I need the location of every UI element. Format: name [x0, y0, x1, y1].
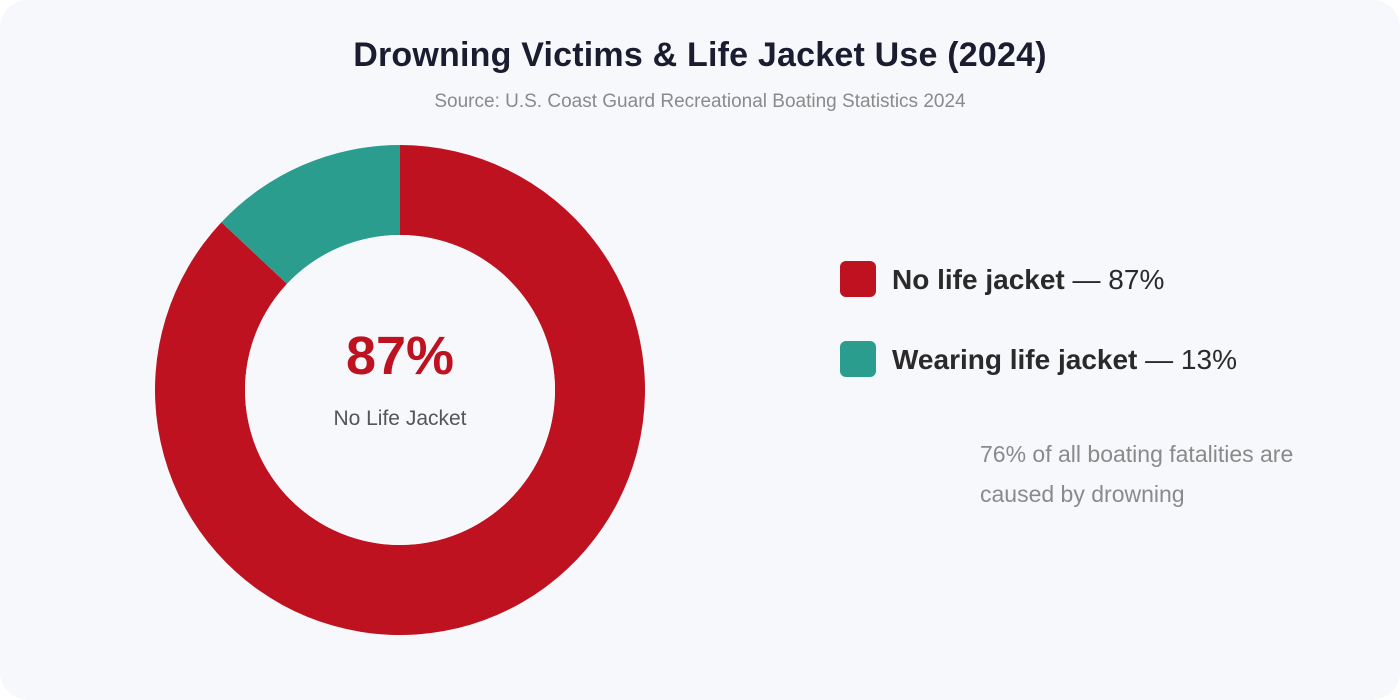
legend-label: No life jacket — [892, 264, 1065, 295]
donut-slice-wearing-life-jacket — [221, 145, 400, 284]
legend-value: 87% — [1108, 264, 1165, 295]
donut-hole — [245, 235, 555, 545]
legend-label: Wearing life jacket — [892, 344, 1138, 375]
legend-swatch — [840, 261, 876, 297]
center-value: 87% — [346, 326, 454, 386]
annotation-note: 76% of all boating fatalities are caused… — [980, 441, 1294, 507]
legend-text: No life jacket — 87% — [892, 262, 1164, 298]
legend-separator: — — [1145, 344, 1174, 375]
chart-subtitle: Source: U.S. Coast Guard Recreational Bo… — [434, 91, 966, 112]
donut-chart: 87% No Life Jacket — [154, 145, 645, 635]
legend-separator: — — [1072, 264, 1101, 295]
legend-text: Wearing life jacket — 13% — [892, 342, 1237, 378]
legend-value: 13% — [1180, 344, 1237, 375]
center-label: No Life Jacket — [333, 407, 466, 430]
legend-swatch — [840, 341, 876, 377]
chart-title: Drowning Victims & Life Jacket Use (2024… — [353, 36, 1047, 74]
donut-slice-no-life-jacket — [154, 145, 645, 635]
